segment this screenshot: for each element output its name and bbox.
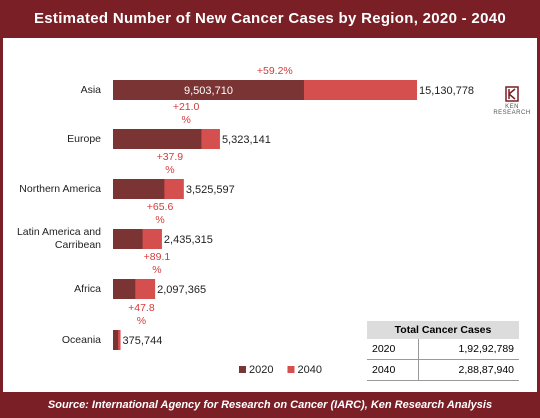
growth-label: +47.8 % [128, 302, 155, 327]
legend-swatch [239, 366, 246, 373]
legend-label: 2020 [249, 364, 273, 376]
value-label: 5,323,141 [222, 134, 271, 146]
bar [113, 229, 143, 249]
value-label: 3,525,597 [186, 184, 235, 196]
summary-table: Total Cancer Cases 2020 1,92,92,789 2040 2… [367, 321, 519, 381]
table-title: Total Cancer Cases [367, 321, 519, 339]
logo-text: KEN RESEARCH [493, 104, 531, 116]
growth-label: +37.9 % [156, 151, 184, 176]
category-label: Latin America and Carribean [16, 226, 101, 251]
category-label: Northern America [19, 182, 101, 195]
growth-label: +21.0 % [172, 101, 200, 126]
table-cell: 2020 [367, 339, 419, 360]
category-label: Asia [80, 83, 101, 96]
growth-label: +59.2% [256, 65, 293, 77]
bar [113, 279, 136, 299]
value-label: 375,744 [123, 335, 163, 347]
table-cell: 2040 [367, 359, 419, 381]
value-label: 2,097,365 [157, 284, 206, 296]
table-cell: 1,92,92,789 [418, 339, 519, 360]
logo: KEN RESEARCH [487, 86, 537, 116]
bar [113, 330, 119, 350]
growth-label: +65.6 % [146, 201, 174, 226]
chart: 9,503,710 15,130,778 5,323,141 3,525,597 2,4… [113, 80, 474, 376]
category-label: Oceania [61, 333, 101, 346]
chart-title: Estimated Number of New Cancer Cases by … [33, 10, 507, 27]
growth-label: +89.1 % [143, 251, 171, 276]
bar [113, 80, 304, 100]
chart-panel: 9,503,710 15,130,778 5,323,141 3,525,597 2,4… [3, 38, 537, 392]
source-note: Source: International Agency for Researc… [47, 399, 493, 411]
value-label: 15,130,778 [419, 85, 474, 97]
category-label: Africa [74, 282, 101, 295]
value-label: 2,435,315 [164, 234, 213, 246]
category-label: Europe [67, 132, 101, 145]
logo-icon [505, 86, 519, 102]
legend-label: 2040 [297, 364, 321, 376]
legend-swatch [287, 366, 295, 373]
table-cell: 2,88,87,940 [418, 359, 519, 381]
bar [113, 179, 165, 199]
bar [113, 129, 202, 149]
value-label: 9,503,710 [184, 85, 233, 97]
